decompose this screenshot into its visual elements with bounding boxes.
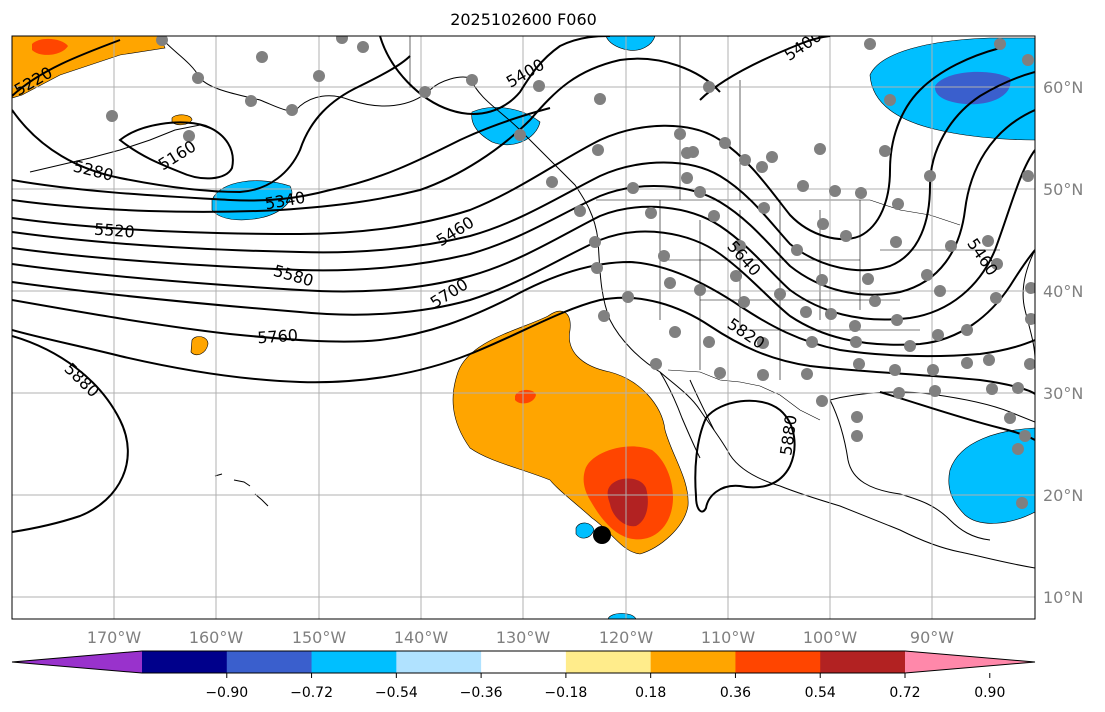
colorbar-tick-label: −0.90 <box>205 685 248 701</box>
border-us-mexico <box>667 369 821 421</box>
colorbar-tick-label: 0.54 <box>805 685 836 701</box>
contour-5580 <box>12 109 1035 296</box>
contour-5340 <box>12 107 551 202</box>
colorbar-extend-low <box>12 651 142 673</box>
lat-label: 50°N <box>1043 180 1083 199</box>
lat-label: 20°N <box>1043 486 1083 505</box>
contour-5880b <box>694 399 796 513</box>
lon-tick-labels: 170°W 160°W 150°W 140°W 130°W 120°W 110°… <box>87 628 954 647</box>
lon-label: 160°W <box>189 628 244 647</box>
contour-5400b <box>379 36 611 115</box>
contour-5640 <box>12 149 1035 321</box>
shade-orange-small1 <box>190 336 209 356</box>
colorbar-outline <box>11 650 1036 674</box>
shade-blue-small1 <box>575 522 595 539</box>
coast-baja <box>659 371 715 459</box>
lon-label: 170°W <box>87 628 142 647</box>
shade-blue-top <box>605 36 656 51</box>
colorbar-tick-label: −0.36 <box>460 685 503 701</box>
contour-5700 <box>12 230 1035 346</box>
lon-label: 140°W <box>394 628 449 647</box>
map-title: 2025102600 F060 <box>450 10 597 29</box>
coast-east <box>1022 249 1035 361</box>
colorbar-segment <box>650 651 736 673</box>
lon-label: 100°W <box>803 628 858 647</box>
contour-5880 <box>12 335 129 533</box>
lon-label: 120°W <box>599 628 654 647</box>
coast-north-america-west <box>469 77 1035 569</box>
lon-label: 150°W <box>292 628 347 647</box>
contour-5460b <box>699 36 831 101</box>
colorbar-extend-high <box>905 651 1035 673</box>
lon-label: 110°W <box>701 628 756 647</box>
lat-tick-labels: 60°N 50°N 40°N 30°N 20°N 10°N <box>1043 78 1083 607</box>
height-contours <box>12 36 1035 533</box>
coast-aleutians <box>29 124 216 173</box>
shade-darkred-pacific <box>607 478 648 527</box>
contour-5400 <box>12 57 721 213</box>
colorbar-segment <box>481 651 567 673</box>
colorbar-tick-label: 0.90 <box>974 685 1005 701</box>
lat-label: 10°N <box>1043 588 1083 607</box>
contour-5160 <box>118 121 234 180</box>
lat-label: 60°N <box>1043 78 1083 97</box>
contour-5820 <box>12 296 1035 395</box>
lon-label: 90°W <box>910 628 954 647</box>
contour-label: 5520 <box>93 220 135 242</box>
colorbar-segment <box>142 651 228 673</box>
contour-5280 <box>12 55 411 194</box>
contour-5460 <box>12 47 1001 240</box>
colorbar-segment <box>565 651 652 673</box>
shading-layer <box>12 36 1035 619</box>
shade-darkblue-ne <box>934 71 1011 105</box>
colorbar-segment <box>735 651 821 673</box>
colorbar-segment <box>396 651 482 673</box>
colorbar-segment <box>226 651 313 673</box>
colorbar-segment <box>311 651 397 673</box>
colorbar-tick-label: −0.72 <box>290 685 333 701</box>
map-area: 5220 5160 5280 5340 5400 5460 5460 5520 … <box>12 36 1035 619</box>
colorbar-tick-label: 0.18 <box>635 685 666 701</box>
coast-mexico-east <box>829 399 991 541</box>
lat-label: 40°N <box>1043 282 1083 301</box>
colorbar-tick-label: −0.54 <box>375 685 418 701</box>
map-frame <box>11 35 1036 620</box>
colorbar: −0.90 −0.72 −0.54 −0.36 −0.18 0.18 0.36 0.54 0.7… <box>11 650 1036 701</box>
colorbar-segment <box>820 651 906 673</box>
lon-label: 130°W <box>496 628 551 647</box>
contour-5220 <box>12 39 121 97</box>
lat-label: 30°N <box>1043 384 1083 403</box>
colorbar-tick-label: 0.36 <box>720 685 751 701</box>
colorbar-tick-label: −0.18 <box>544 685 587 701</box>
marker-black-dot <box>593 526 611 544</box>
station-dots <box>106 36 1035 509</box>
colorbar-tick-label: 0.72 <box>889 685 920 701</box>
shade-red-nw <box>32 38 68 55</box>
contour-label: 5760 <box>257 326 299 348</box>
